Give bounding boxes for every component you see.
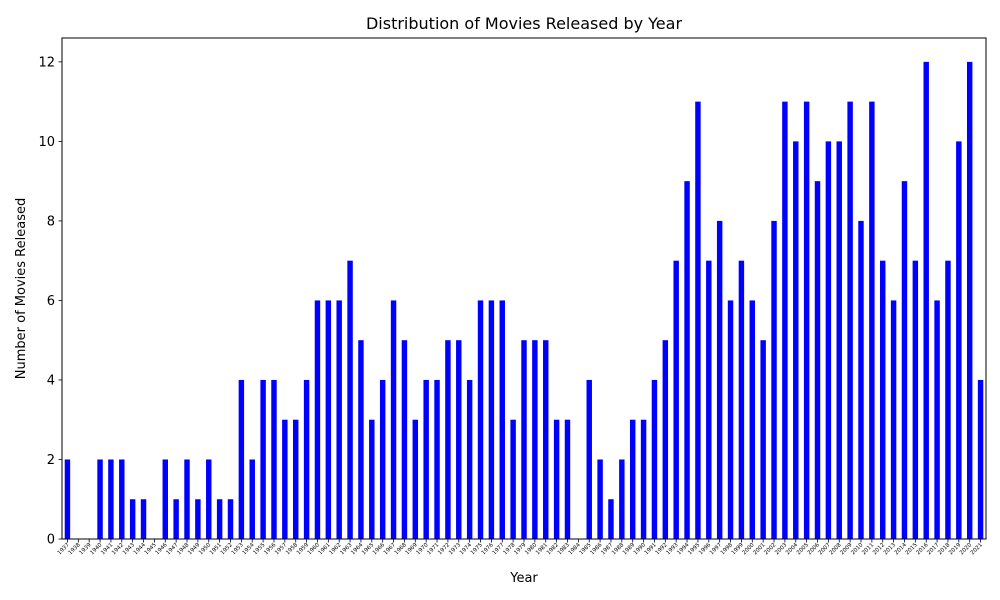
bar-2018 bbox=[945, 260, 951, 539]
bar-1953 bbox=[238, 379, 245, 539]
bar-1972 bbox=[445, 340, 451, 539]
bar-1988 bbox=[619, 459, 625, 539]
y-tick-label-8: 8 bbox=[47, 214, 55, 229]
bar-1989 bbox=[629, 419, 636, 539]
bar-2008 bbox=[836, 141, 842, 539]
bar-1959 bbox=[303, 379, 310, 539]
bar-1971 bbox=[434, 379, 440, 539]
bar-1958 bbox=[293, 419, 299, 539]
y-tick-label-2: 2 bbox=[47, 453, 55, 468]
bar-1969 bbox=[412, 419, 419, 539]
bar-1963 bbox=[347, 260, 353, 539]
bar-1970 bbox=[423, 379, 429, 539]
bar-1968 bbox=[401, 340, 408, 539]
bar-1993 bbox=[673, 260, 679, 539]
bar-1942 bbox=[119, 459, 125, 539]
bar-1940 bbox=[97, 459, 103, 539]
bar-2005 bbox=[803, 101, 810, 540]
bar-2013 bbox=[890, 300, 897, 539]
bar-1952 bbox=[227, 499, 234, 539]
bar-2000 bbox=[749, 300, 755, 539]
bar-2004 bbox=[793, 141, 799, 539]
bar-2020 bbox=[966, 61, 973, 540]
bar-2001 bbox=[760, 340, 766, 539]
bar-1985 bbox=[586, 379, 592, 539]
bar-1974 bbox=[466, 379, 473, 539]
plot-frame bbox=[61, 37, 987, 540]
bar-1937 bbox=[64, 459, 71, 539]
bar-1955 bbox=[260, 379, 266, 539]
bar-1964 bbox=[358, 340, 364, 539]
bar-1950 bbox=[206, 459, 212, 539]
bar-1999 bbox=[738, 260, 745, 539]
bar-1983 bbox=[564, 419, 571, 539]
bar-1949 bbox=[195, 499, 201, 539]
bar-2017 bbox=[934, 300, 940, 539]
bar-2021 bbox=[977, 379, 984, 539]
bar-1978 bbox=[510, 419, 516, 539]
bar-1975 bbox=[477, 300, 484, 539]
bar-1962 bbox=[336, 300, 342, 539]
bar-1986 bbox=[597, 459, 603, 539]
bar-1954 bbox=[249, 459, 255, 539]
bar-1994 bbox=[684, 181, 690, 539]
bar-2007 bbox=[825, 141, 832, 539]
bar-1991 bbox=[651, 379, 658, 539]
bar-1976 bbox=[488, 300, 495, 539]
bar-1987 bbox=[608, 499, 614, 539]
bar-1980 bbox=[532, 340, 538, 539]
y-tick-label-6: 6 bbox=[47, 294, 55, 309]
bar-1977 bbox=[499, 300, 505, 539]
bar-1995 bbox=[695, 101, 701, 540]
bar-1998 bbox=[727, 300, 734, 539]
bar-1943 bbox=[129, 499, 136, 539]
bar-1951 bbox=[216, 499, 223, 539]
bar-2015 bbox=[912, 260, 919, 539]
bar-2016 bbox=[923, 61, 929, 540]
x-axis-label: Year bbox=[509, 571, 538, 586]
bar-1981 bbox=[543, 340, 549, 539]
y-axis-label: Number of Movies Released bbox=[14, 198, 29, 379]
bar-1957 bbox=[282, 419, 288, 539]
bar-2006 bbox=[814, 181, 821, 539]
bars-layer bbox=[64, 61, 984, 540]
y-ticks: 0 2 4 6 8 10 12 bbox=[38, 55, 62, 548]
bar-1944 bbox=[140, 499, 147, 539]
bar-2011 bbox=[869, 101, 875, 540]
bar-1979 bbox=[521, 340, 527, 539]
bar-1967 bbox=[390, 300, 397, 539]
chart-title: Distribution of Movies Released by Year bbox=[366, 14, 682, 33]
bar-1941 bbox=[108, 459, 114, 539]
y-tick-label-4: 4 bbox=[47, 373, 55, 388]
bar-1960 bbox=[314, 300, 321, 539]
bar-1996 bbox=[706, 260, 712, 539]
bar-2003 bbox=[782, 101, 788, 540]
y-tick-label-10: 10 bbox=[38, 135, 55, 150]
bar-2002 bbox=[771, 220, 777, 539]
bar-2009 bbox=[847, 101, 853, 540]
bar-2010 bbox=[858, 220, 864, 539]
bar-2014 bbox=[901, 181, 908, 539]
bar-1982 bbox=[553, 419, 560, 539]
y-tick-label-12: 12 bbox=[38, 55, 55, 70]
bar-1997 bbox=[716, 220, 723, 539]
bar-2019 bbox=[956, 141, 962, 539]
y-tick-label-0: 0 bbox=[47, 533, 55, 548]
bar-1992 bbox=[662, 340, 669, 539]
bar-1961 bbox=[325, 300, 332, 539]
bar-1966 bbox=[379, 379, 386, 539]
bar-1956 bbox=[271, 379, 277, 539]
bar-1973 bbox=[456, 340, 462, 539]
bar-2012 bbox=[880, 260, 886, 539]
bar-1946 bbox=[162, 459, 168, 539]
bar-1990 bbox=[640, 419, 647, 539]
bar-1947 bbox=[173, 499, 179, 539]
bar-1948 bbox=[184, 459, 190, 539]
bar-1965 bbox=[369, 419, 375, 539]
